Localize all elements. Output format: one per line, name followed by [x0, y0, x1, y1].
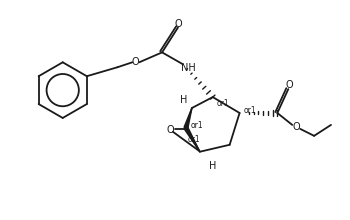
Text: or1: or1 [217, 99, 229, 108]
Text: NH: NH [181, 63, 195, 73]
Text: O: O [292, 122, 300, 132]
Text: or1: or1 [244, 106, 256, 114]
Text: or1: or1 [191, 121, 203, 130]
Text: O: O [174, 18, 182, 29]
Text: O: O [166, 125, 174, 135]
Text: H: H [209, 161, 216, 171]
Polygon shape [184, 108, 192, 128]
Text: H: H [180, 95, 188, 105]
Text: or1: or1 [188, 135, 201, 144]
Text: O: O [286, 80, 293, 90]
Polygon shape [184, 127, 200, 152]
Text: O: O [132, 57, 139, 67]
